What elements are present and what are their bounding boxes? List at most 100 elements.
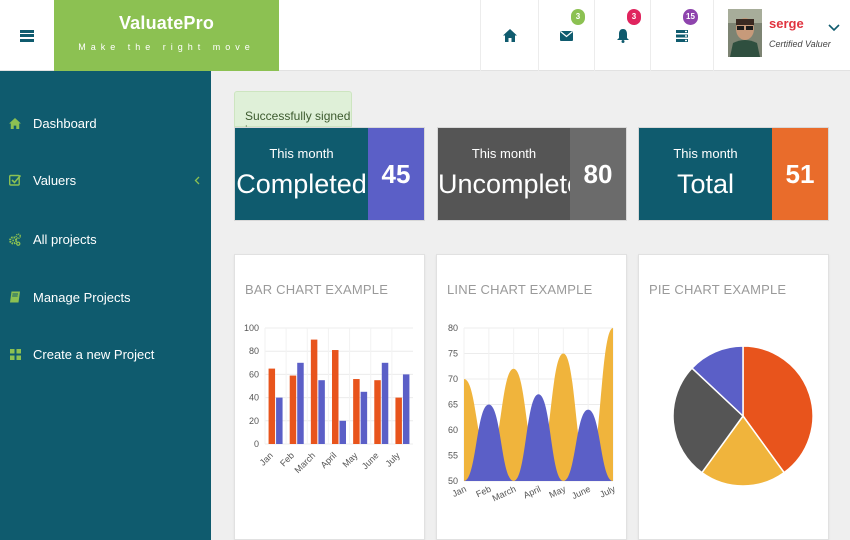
stat-caption: This month [471,146,537,161]
stat-card-total: This month Total 51 [638,127,829,221]
pie-slice [690,345,744,418]
sidebar-item-dashboard[interactable]: Dashboard [0,108,211,138]
sidebar-item-all-projects[interactable]: All projects [0,224,211,254]
sidebar-item-valuers[interactable]: Valuers [0,165,211,195]
tasks-badge: 15 [683,9,698,25]
y-tick-label: 60 [448,425,458,435]
x-tick-label: May [340,450,359,469]
success-alert: Successfully signed in [234,91,352,137]
nav-notifications-button[interactable]: 3 [594,0,650,71]
sidebar-item-create-project[interactable]: Create a new Project [0,339,211,369]
y-tick-label: 80 [249,346,259,356]
x-tick-label: Jan [258,450,275,467]
chevron-down-icon[interactable] [828,24,840,32]
x-tick-label: July [383,450,402,469]
bar [310,339,318,444]
bar [276,397,283,444]
bar [353,379,360,444]
brand-tagline: Make the right move [78,42,255,52]
bar [268,368,276,444]
nav-tasks-button[interactable]: 15 [650,0,713,71]
bar [289,375,297,444]
book-icon [9,291,21,303]
sidebar-item-label: Manage Projects [33,289,131,305]
tasks-icon [676,29,688,42]
bar-chart-title: BAR CHART EXAMPLE [245,282,389,297]
cogs-icon [9,233,21,246]
y-tick-label: 100 [244,323,259,333]
line-chart-panel: LINE CHART EXAMPLE 50 55 60 65 70 75 80 Jan Feb M… [436,254,627,540]
bell-icon [616,28,629,43]
bar [332,350,339,444]
x-tick-label: April [522,484,543,501]
sidebar-item-label: All projects [33,231,97,247]
bar [297,362,304,444]
sidebar-item-manage-projects[interactable]: Manage Projects [0,282,211,312]
stat-label: Total [676,169,735,199]
bar [402,374,410,444]
x-tick-label: March [293,450,318,475]
home-icon [9,117,21,129]
y-tick-label: 75 [448,349,458,359]
x-tick-label: June [570,484,592,501]
brand-name: ValuatePro [118,13,215,33]
bar [381,362,389,444]
bar-chart-panel: BAR CHART EXAMPLE 0 20 40 60 80 100 Jan Feb Marc… [234,254,425,540]
stat-value: 80 [570,128,626,220]
y-tick-label: 0 [254,439,259,449]
user-role: Certified Valuer [769,39,831,49]
grid-icon [9,348,21,360]
sidebar-item-label: Create a new Project [33,346,155,362]
home-icon [502,29,517,42]
top-navbar: ValuatePro Make the right move 3 3 15 se… [0,0,850,71]
x-tick-label: July [598,484,617,500]
stat-value: 51 [772,128,828,220]
menu-toggle-button[interactable] [0,0,54,71]
sidebar-item-label: Dashboard [33,115,97,131]
x-tick-label: May [548,484,568,500]
y-tick-label: 60 [249,369,259,379]
mail-icon [560,30,573,41]
y-tick-label: 70 [448,374,458,384]
x-tick-label: June [360,450,381,471]
stat-caption: This month [269,146,334,161]
messages-badge: 3 [571,9,585,25]
y-tick-label: 20 [249,416,259,426]
avatar[interactable] [728,9,762,57]
y-tick-label: 65 [448,400,458,410]
nav-messages-button[interactable]: 3 [538,0,594,71]
pie-chart-title: PIE CHART EXAMPLE [649,282,787,297]
x-tick-label: Feb [474,484,492,500]
x-tick-label: March [491,484,518,504]
hamburger-icon [20,29,34,42]
stat-caption: This month [673,146,738,161]
pie-slice [672,367,744,474]
nav-home-button[interactable] [480,0,538,71]
bar [339,420,346,444]
pie-slice [742,345,814,474]
stat-label: Uncompleted [438,169,598,199]
pie-chart-panel: PIE CHART EXAMPLE [638,254,829,540]
sidebar: Dashboard Valuers All projects Manage Pr… [0,71,211,540]
area-series [464,394,613,481]
y-tick-label: 50 [448,476,458,486]
check-square-icon [9,174,21,186]
user-name: serge [769,16,804,31]
pie-slice [700,414,786,487]
bar [318,380,325,444]
sidebar-item-label: Valuers [33,172,77,188]
user-menu[interactable]: serge Certified Valuer [713,0,850,71]
chevron-left-icon[interactable] [194,176,200,185]
stat-label: Completed [236,169,367,199]
stat-card-completed: This month Completed 45 [234,127,425,221]
y-tick-label: 40 [249,393,259,403]
brand-logo[interactable]: ValuatePro Make the right move [54,0,279,71]
stat-value: 45 [368,128,424,220]
bar [395,397,402,444]
notifications-badge: 3 [627,9,641,25]
line-chart-title: LINE CHART EXAMPLE [447,282,593,297]
pie-chart [672,345,814,487]
y-tick-label: 55 [448,451,458,461]
